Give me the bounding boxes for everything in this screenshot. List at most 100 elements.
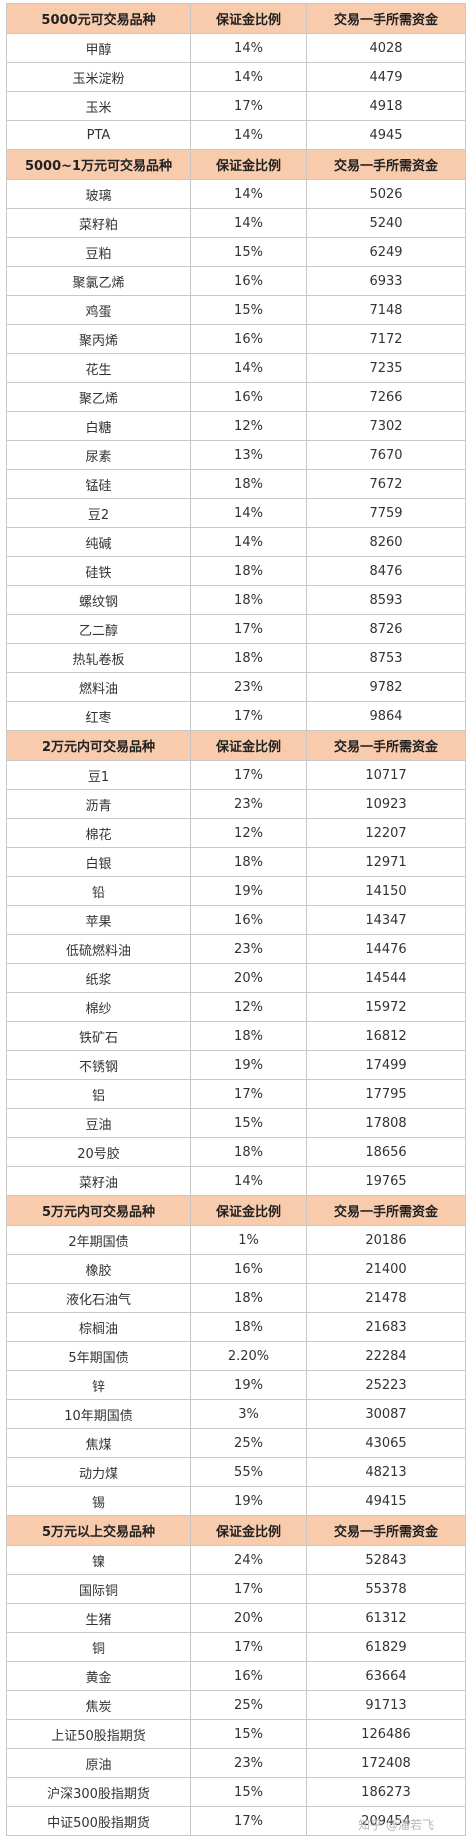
cell-variety: 铜 <box>6 1632 191 1662</box>
cell-capital: 6249 <box>306 237 466 267</box>
cell-variety: 热轧卷板 <box>6 643 191 673</box>
cell-variety: 沪深300股指期货 <box>6 1777 191 1807</box>
cell-capital: 10717 <box>306 760 466 790</box>
cell-variety: 生猪 <box>6 1603 191 1633</box>
cell-margin-ratio: 14% <box>190 208 307 238</box>
cell-variety: 液化石油气 <box>6 1283 191 1313</box>
cell-variety: 燃料油 <box>6 672 191 702</box>
cell-capital: 20186 <box>306 1225 466 1255</box>
table-row: 2年期国债 1% 20186 <box>6 1225 466 1255</box>
cell-capital: 7148 <box>306 295 466 325</box>
cell-variety: 白银 <box>6 847 191 877</box>
table-row: 10年期国债 3% 30087 <box>6 1399 466 1429</box>
cell-variety: 菜籽油 <box>6 1166 191 1196</box>
cell-variety: 10年期国债 <box>6 1399 191 1429</box>
cell-margin-ratio: 12% <box>190 992 307 1022</box>
cell-variety: 5年期国债 <box>6 1341 191 1371</box>
cell-margin-ratio: 19% <box>190 1050 307 1080</box>
cell-margin-ratio: 18% <box>190 1312 307 1342</box>
cell-margin-ratio: 16% <box>190 266 307 296</box>
section-header-row: 5万元内可交易品种 保证金比例 交易一手所需资金 <box>6 1195 466 1226</box>
table-body: 5000元可交易品种 保证金比例 交易一手所需资金 甲醇 14% 4028 玉米淀粉 14% 4… <box>6 3 466 1836</box>
cell-margin-ratio: 23% <box>190 789 307 819</box>
table-row: 纸浆 20% 14544 <box>6 963 466 993</box>
cell-variety: 2年期国债 <box>6 1225 191 1255</box>
cell-capital: 5240 <box>306 208 466 238</box>
cell-variety: 铁矿石 <box>6 1021 191 1051</box>
cell-variety: 豆1 <box>6 760 191 790</box>
cell-capital: 8753 <box>306 643 466 673</box>
table-row: 铁矿石 18% 16812 <box>6 1021 466 1051</box>
cell-capital: 7672 <box>306 469 466 499</box>
cell-variety: 国际铜 <box>6 1574 191 1604</box>
cell-capital: 8726 <box>306 614 466 644</box>
cell-capital: 15972 <box>306 992 466 1022</box>
cell-margin-ratio: 18% <box>190 1137 307 1167</box>
cell-capital: 186273 <box>306 1777 466 1807</box>
cell-capital: 14544 <box>306 963 466 993</box>
table-row: 菜籽油 14% 19765 <box>6 1166 466 1196</box>
table-row: 低硫燃料油 23% 14476 <box>6 934 466 964</box>
cell-variety: PTA <box>6 120 191 150</box>
cell-variety: 20号胶 <box>6 1137 191 1167</box>
table-row: 原油 23% 172408 <box>6 1748 466 1778</box>
cell-variety: 聚丙烯 <box>6 324 191 354</box>
cell-variety: 锰硅 <box>6 469 191 499</box>
cell-capital: 55378 <box>306 1574 466 1604</box>
cell-capital: 4028 <box>306 33 466 63</box>
cell-variety: 白糖 <box>6 411 191 441</box>
cell-capital: 7172 <box>306 324 466 354</box>
cell-margin-ratio: 25% <box>190 1690 307 1720</box>
cell-capital: 63664 <box>306 1661 466 1691</box>
cell-variety: 锡 <box>6 1486 191 1516</box>
column-header-capital: 交易一手所需资金 <box>306 3 466 34</box>
cell-capital: 172408 <box>306 1748 466 1778</box>
section-header-row: 5万元以上交易品种 保证金比例 交易一手所需资金 <box>6 1515 466 1546</box>
column-header-variety: 5万元内可交易品种 <box>6 1195 191 1226</box>
table-row: 豆油 15% 17808 <box>6 1108 466 1138</box>
cell-capital: 14347 <box>306 905 466 935</box>
margin-table: 5000元可交易品种 保证金比例 交易一手所需资金 甲醇 14% 4028 玉米淀粉 14% 4… <box>6 3 466 1836</box>
cell-margin-ratio: 3% <box>190 1399 307 1429</box>
cell-margin-ratio: 18% <box>190 643 307 673</box>
table-row: 热轧卷板 18% 8753 <box>6 643 466 673</box>
cell-variety: 焦煤 <box>6 1428 191 1458</box>
cell-variety: 锌 <box>6 1370 191 1400</box>
table-row: 鸡蛋 15% 7148 <box>6 295 466 325</box>
column-header-margin-ratio: 保证金比例 <box>190 1195 307 1226</box>
cell-variety: 花生 <box>6 353 191 383</box>
section-header-row: 2万元内可交易品种 保证金比例 交易一手所需资金 <box>6 730 466 761</box>
cell-capital: 22284 <box>306 1341 466 1371</box>
table-row: 甲醇 14% 4028 <box>6 33 466 63</box>
cell-variety: 沥青 <box>6 789 191 819</box>
table-row: 聚氯乙烯 16% 6933 <box>6 266 466 296</box>
cell-capital: 61312 <box>306 1603 466 1633</box>
cell-margin-ratio: 19% <box>190 876 307 906</box>
cell-variety: 中证500股指期货 <box>6 1806 191 1836</box>
table-row: 白银 18% 12971 <box>6 847 466 877</box>
column-header-variety: 5000元可交易品种 <box>6 3 191 34</box>
cell-capital: 21400 <box>306 1254 466 1284</box>
cell-margin-ratio: 16% <box>190 1661 307 1691</box>
cell-margin-ratio: 23% <box>190 1748 307 1778</box>
table-row: 硅铁 18% 8476 <box>6 556 466 586</box>
cell-margin-ratio: 19% <box>190 1370 307 1400</box>
cell-variety: 低硫燃料油 <box>6 934 191 964</box>
cell-variety: 乙二醇 <box>6 614 191 644</box>
cell-variety: 硅铁 <box>6 556 191 586</box>
cell-capital: 14150 <box>306 876 466 906</box>
cell-margin-ratio: 14% <box>190 353 307 383</box>
column-header-margin-ratio: 保证金比例 <box>190 1515 307 1546</box>
table-row: 焦炭 25% 91713 <box>6 1690 466 1720</box>
column-header-margin-ratio: 保证金比例 <box>190 3 307 34</box>
cell-margin-ratio: 17% <box>190 91 307 121</box>
cell-variety: 棕榈油 <box>6 1312 191 1342</box>
table-row: 纯碱 14% 8260 <box>6 527 466 557</box>
cell-margin-ratio: 14% <box>190 179 307 209</box>
cell-capital: 91713 <box>306 1690 466 1720</box>
cell-capital: 4918 <box>306 91 466 121</box>
cell-margin-ratio: 17% <box>190 1806 307 1836</box>
cell-margin-ratio: 16% <box>190 382 307 412</box>
cell-variety: 铝 <box>6 1079 191 1109</box>
cell-capital: 7670 <box>306 440 466 470</box>
